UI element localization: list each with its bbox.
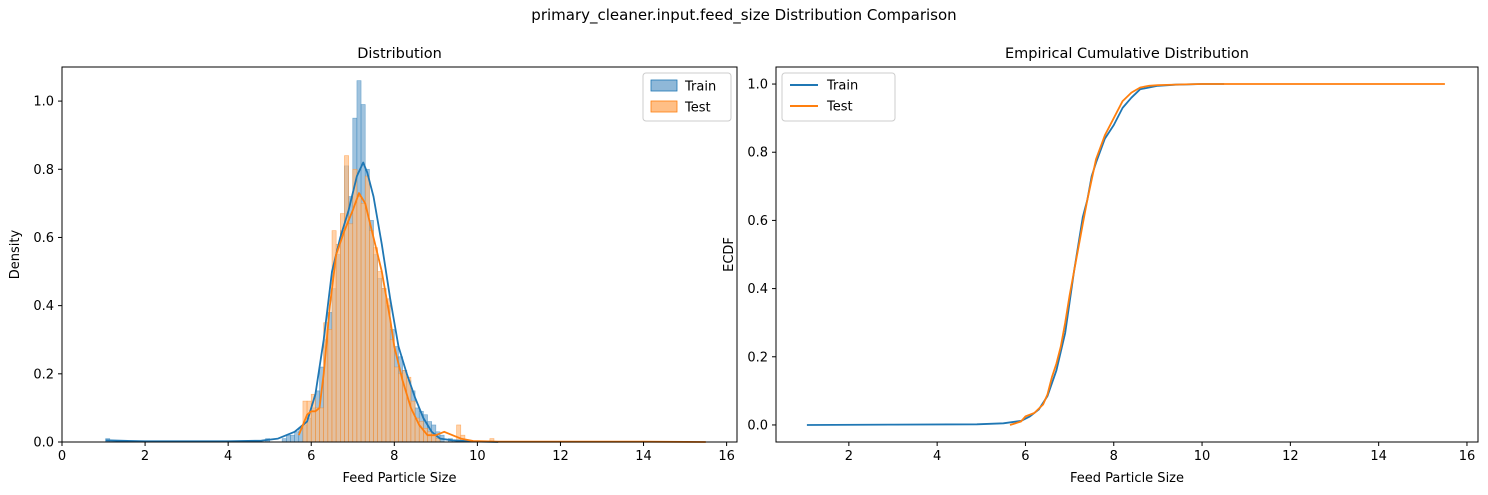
ecdf-y-tick-label: 0.6 <box>747 214 768 229</box>
ecdf-legend-label-test: Test <box>826 100 853 115</box>
hist-bar-test <box>373 247 378 443</box>
hist-bar-test <box>381 288 387 443</box>
ecdf-y-tick-label: 0.4 <box>747 282 768 297</box>
hist-bar-test <box>377 271 383 443</box>
hist-bar-train <box>281 438 287 443</box>
hist-x-tick-label: 10 <box>469 449 486 464</box>
hist-bar-test <box>456 424 462 443</box>
ecdf-y-axis-label: ECDF <box>722 237 737 272</box>
hist-x-tick-label: 0 <box>58 449 66 464</box>
hist-x-tick-label: 12 <box>552 449 569 464</box>
hist-bar-test <box>427 431 432 443</box>
hist-x-tick-label: 8 <box>390 449 398 464</box>
hist-x-tick-label: 4 <box>224 449 232 464</box>
ecdf-x-tick-label: 12 <box>1282 449 1299 464</box>
hist-y-tick-label: 1.0 <box>33 95 54 110</box>
hist-bar-test <box>327 329 333 443</box>
hist-y-tick-label: 0.2 <box>33 367 54 382</box>
kde-line-train <box>105 161 499 443</box>
hist-y-tick-label: 0.8 <box>33 163 54 178</box>
ecdf-x-tick-label: 10 <box>1194 449 1211 464</box>
ecdf-y-tick-label: 0.8 <box>747 146 768 161</box>
hist-bar-test <box>335 243 341 443</box>
hist-legend-label-train: Train <box>684 80 716 95</box>
figure-suptitle: primary_cleaner.input.feed_size Distribu… <box>531 6 957 24</box>
hist-axes-frame <box>61 66 738 443</box>
hist-bar-train <box>290 434 295 443</box>
hist-y-tick-label: 0.6 <box>33 231 54 246</box>
ecdf-line-train <box>806 83 1225 426</box>
hist-bar-test <box>319 407 324 443</box>
ecdf-title: Empirical Cumulative Distribution <box>1005 46 1249 62</box>
ecdf-x-tick-label: 2 <box>845 449 853 464</box>
hist-bar-test <box>360 203 366 443</box>
kde-line-test <box>297 192 706 443</box>
hist-x-tick-label: 2 <box>141 449 149 464</box>
hist-y-tick-label: 0.0 <box>33 436 54 451</box>
ecdf-x-axis-label: Feed Particle Size <box>1070 471 1184 486</box>
ecdf-y-tick-label: 0.0 <box>747 418 768 433</box>
hist-legend-label-test: Test <box>684 101 711 116</box>
ecdf-x-tick-label: 4 <box>933 449 941 464</box>
hist-bar-test <box>315 407 320 443</box>
hist-bar-test <box>344 155 349 443</box>
hist-x-axis-label: Feed Particle Size <box>343 471 457 486</box>
hist-bar-test <box>348 223 354 443</box>
hist-bar-test <box>394 366 399 443</box>
hist-bar-test <box>398 373 403 443</box>
hist-bar-test <box>369 230 374 443</box>
hist-x-tick-label: 16 <box>718 449 735 464</box>
ecdf-y-tick-label: 0.2 <box>747 350 768 365</box>
hist-x-tick-label: 14 <box>635 449 652 464</box>
hist-y-axis-label: Density <box>8 229 23 279</box>
ecdf-x-tick-label: 16 <box>1459 449 1476 464</box>
ecdf-x-tick-label: 6 <box>1021 449 1029 464</box>
hist-legend-swatch-train <box>650 79 678 92</box>
hist-bar-test <box>431 434 437 443</box>
hist-title: Distribution <box>357 46 442 62</box>
hist-bar-train <box>286 434 291 443</box>
hist-bar-train <box>294 431 300 443</box>
ecdf-y-tick-label: 1.0 <box>747 78 768 93</box>
ecdf-x-tick-label: 8 <box>1110 449 1118 464</box>
hist-x-tick-label: 6 <box>307 449 315 464</box>
hist-bar-test <box>389 339 395 443</box>
ecdf-line-test <box>1009 83 1445 426</box>
hist-bar-test <box>340 213 345 443</box>
hist-bar-test <box>356 196 362 443</box>
hist-legend-swatch-test <box>650 100 678 113</box>
ecdf-x-tick-label: 14 <box>1370 449 1387 464</box>
ecdf-legend-label-train: Train <box>826 79 858 94</box>
hist-y-tick-label: 0.4 <box>33 299 54 314</box>
ecdf-axes-frame <box>775 66 1479 443</box>
hist-bar-test <box>406 376 412 443</box>
